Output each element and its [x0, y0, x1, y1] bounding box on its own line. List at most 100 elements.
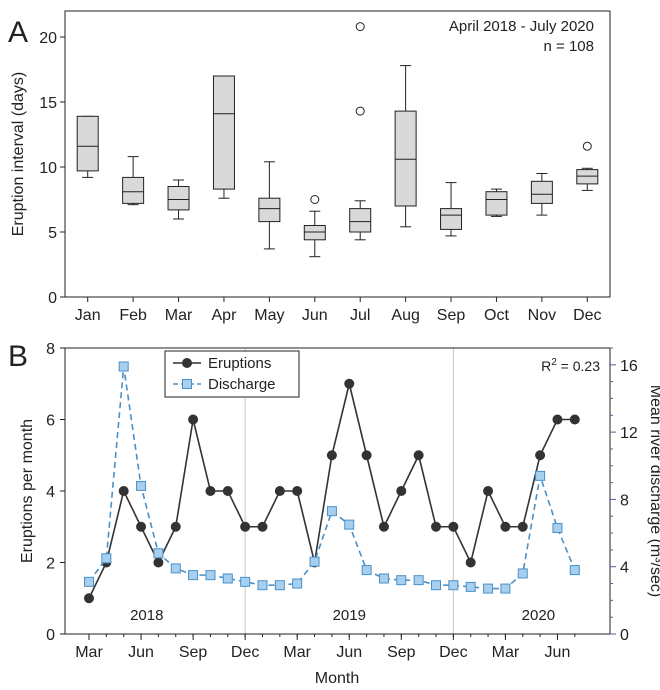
- panel-b-series: [84, 361, 580, 604]
- panel-b-letter: B: [8, 340, 28, 373]
- panel-b-r-squared: R2 = 0.23: [541, 357, 600, 374]
- box-aug: [394, 65, 417, 228]
- panel-b-legend: Eruptions Discharge: [164, 350, 300, 398]
- discharge-point: [535, 470, 546, 481]
- discharge-point: [170, 563, 181, 574]
- discharge-point: [413, 575, 424, 586]
- x-tick-label: Jun: [336, 644, 362, 661]
- iqr-box: [394, 110, 417, 207]
- eruptions-point: [188, 414, 199, 425]
- iqr-box: [212, 75, 235, 190]
- box-jul: [349, 22, 372, 241]
- panel-b-line-chart: B Eruptions per month Mean river dischar…: [8, 340, 660, 687]
- iqr-box: [530, 180, 553, 204]
- x-tick-label: May: [254, 307, 284, 324]
- discharge-point: [309, 556, 320, 567]
- y-tick-label: 10: [39, 160, 57, 177]
- discharge-point: [569, 565, 580, 576]
- x-tick-label: Dec: [573, 307, 601, 324]
- panel-b-left-y-ticks: 0 2 4 6 8: [46, 341, 65, 644]
- right-y-tick-label: 12: [620, 425, 638, 442]
- box-oct: [485, 188, 508, 217]
- eruptions-point: [500, 521, 511, 532]
- eruptions-point: [465, 557, 476, 568]
- discharge-point: [274, 580, 285, 591]
- y-tick-label: 15: [39, 95, 57, 112]
- eruptions-point: [483, 486, 494, 496]
- x-tick-label: Sep: [387, 644, 416, 661]
- box-mar: [167, 179, 190, 220]
- box-jun: [303, 195, 326, 258]
- eruptions-point: [378, 521, 389, 532]
- eruptions-point: [361, 450, 372, 461]
- iqr-box: [576, 169, 599, 185]
- x-tick-label: Oct: [484, 307, 509, 324]
- outlier-point: [582, 141, 592, 151]
- discharge-point: [361, 565, 372, 576]
- left-y-tick-label: 0: [46, 627, 55, 644]
- x-tick-label: Feb: [119, 307, 147, 324]
- y-tick-label: 20: [39, 30, 57, 47]
- legend-box: [164, 350, 300, 398]
- discharge-point: [552, 523, 563, 534]
- discharge-point: [136, 480, 147, 491]
- r2-superscript: 2: [551, 357, 557, 368]
- left-y-tick-label: 4: [46, 484, 55, 501]
- panel-b-y2-axis-label: Mean river discharge (m³/sec): [647, 385, 660, 598]
- panel-b-x-axis-label: Month: [315, 670, 359, 687]
- discharge-point: [483, 583, 494, 594]
- eruptions-point: [170, 521, 181, 532]
- panel-b-y-axis-label: Eruptions per month: [19, 419, 36, 563]
- iqr-box: [76, 115, 99, 172]
- panel-a-annotation-date-range: April 2018 - July 2020: [449, 18, 594, 35]
- discharge-point: [188, 570, 199, 581]
- y-tick-label: 0: [48, 290, 57, 307]
- panel-b-x-ticks: Mar Jun Sep Dec Mar Jun Sep Dec Mar Jun: [75, 634, 576, 661]
- right-y-tick-label: 8: [620, 492, 629, 509]
- x-tick-label: Jan: [75, 307, 101, 324]
- left-y-tick-label: 8: [46, 341, 55, 358]
- iqr-box: [303, 225, 326, 241]
- outlier-point: [310, 195, 320, 204]
- eruptions-point: [240, 521, 251, 532]
- legend-discharge-marker: [182, 379, 192, 389]
- year-label: 2020: [522, 607, 555, 624]
- year-label: 2018: [130, 607, 163, 624]
- discharge-point: [431, 580, 441, 591]
- panel-a-annotation-n: n = 108: [544, 38, 594, 55]
- panel-b-year-labels: 2018 2019 2020: [130, 607, 555, 624]
- eruptions-point: [569, 414, 580, 425]
- box-apr: [212, 75, 235, 199]
- discharge-point: [205, 570, 216, 581]
- x-tick-label: Dec: [231, 644, 259, 661]
- iqr-box: [258, 197, 281, 223]
- panel-b-frame: [64, 347, 611, 635]
- x-tick-label: Mar: [165, 307, 193, 324]
- x-tick-label: Jul: [350, 307, 370, 324]
- discharge-point: [517, 568, 528, 579]
- iqr-box: [440, 208, 463, 230]
- eruptions-point: [257, 521, 268, 532]
- discharge-point: [326, 506, 337, 517]
- panel-a-box-plot: A April 2018 - July 2020 n = 108 Eruptio…: [8, 10, 611, 324]
- x-tick-label: Dec: [439, 644, 467, 661]
- eruptions-point: [136, 521, 147, 532]
- eruptions-point: [413, 450, 424, 461]
- eruptions-point: [205, 486, 216, 496]
- r2-label: R: [541, 358, 551, 374]
- iqr-box: [122, 176, 145, 204]
- year-label: 2019: [333, 607, 366, 624]
- box-nov: [530, 173, 553, 216]
- iqr-box: [167, 186, 190, 211]
- eruptions-point: [535, 450, 546, 461]
- x-tick-label: Nov: [528, 307, 556, 324]
- eruptions-point: [431, 521, 441, 532]
- x-tick-label: Mar: [75, 644, 103, 661]
- series-eruptions: [84, 378, 580, 604]
- discharge-point: [344, 519, 355, 530]
- eruptions-point: [292, 486, 303, 496]
- eruptions-point: [552, 414, 563, 425]
- eruptions-point: [222, 486, 233, 496]
- discharge-point: [448, 580, 459, 591]
- series-discharge: [84, 361, 580, 594]
